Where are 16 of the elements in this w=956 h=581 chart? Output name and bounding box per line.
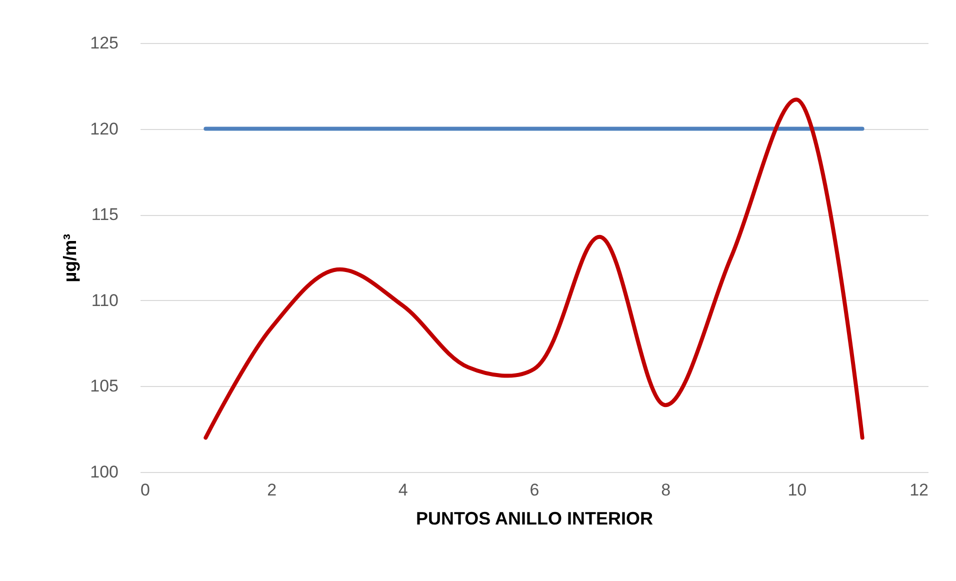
y-tick-label: 125: [90, 34, 118, 52]
x-tick-label: 10: [788, 480, 807, 500]
x-tick-label: 8: [661, 480, 671, 500]
y-tick-label: 120: [90, 119, 118, 138]
x-tick-label: 6: [530, 480, 540, 500]
x-tick-label: 12: [910, 480, 928, 500]
y-tick-label: 105: [90, 376, 118, 396]
line-series: [204, 98, 864, 440]
x-tick-label: 4: [398, 480, 408, 500]
y-tick-label: 115: [91, 205, 118, 224]
y-tick-label: 110: [91, 290, 118, 310]
x-tick-label: 2: [267, 480, 277, 500]
x-axis-title: PUNTOS ANILLO INTERIOR: [416, 508, 654, 528]
y-axis-title: µg/m³: [60, 234, 80, 282]
x-tick-label: 0: [140, 480, 150, 500]
y-tick-label: 100: [90, 462, 118, 482]
